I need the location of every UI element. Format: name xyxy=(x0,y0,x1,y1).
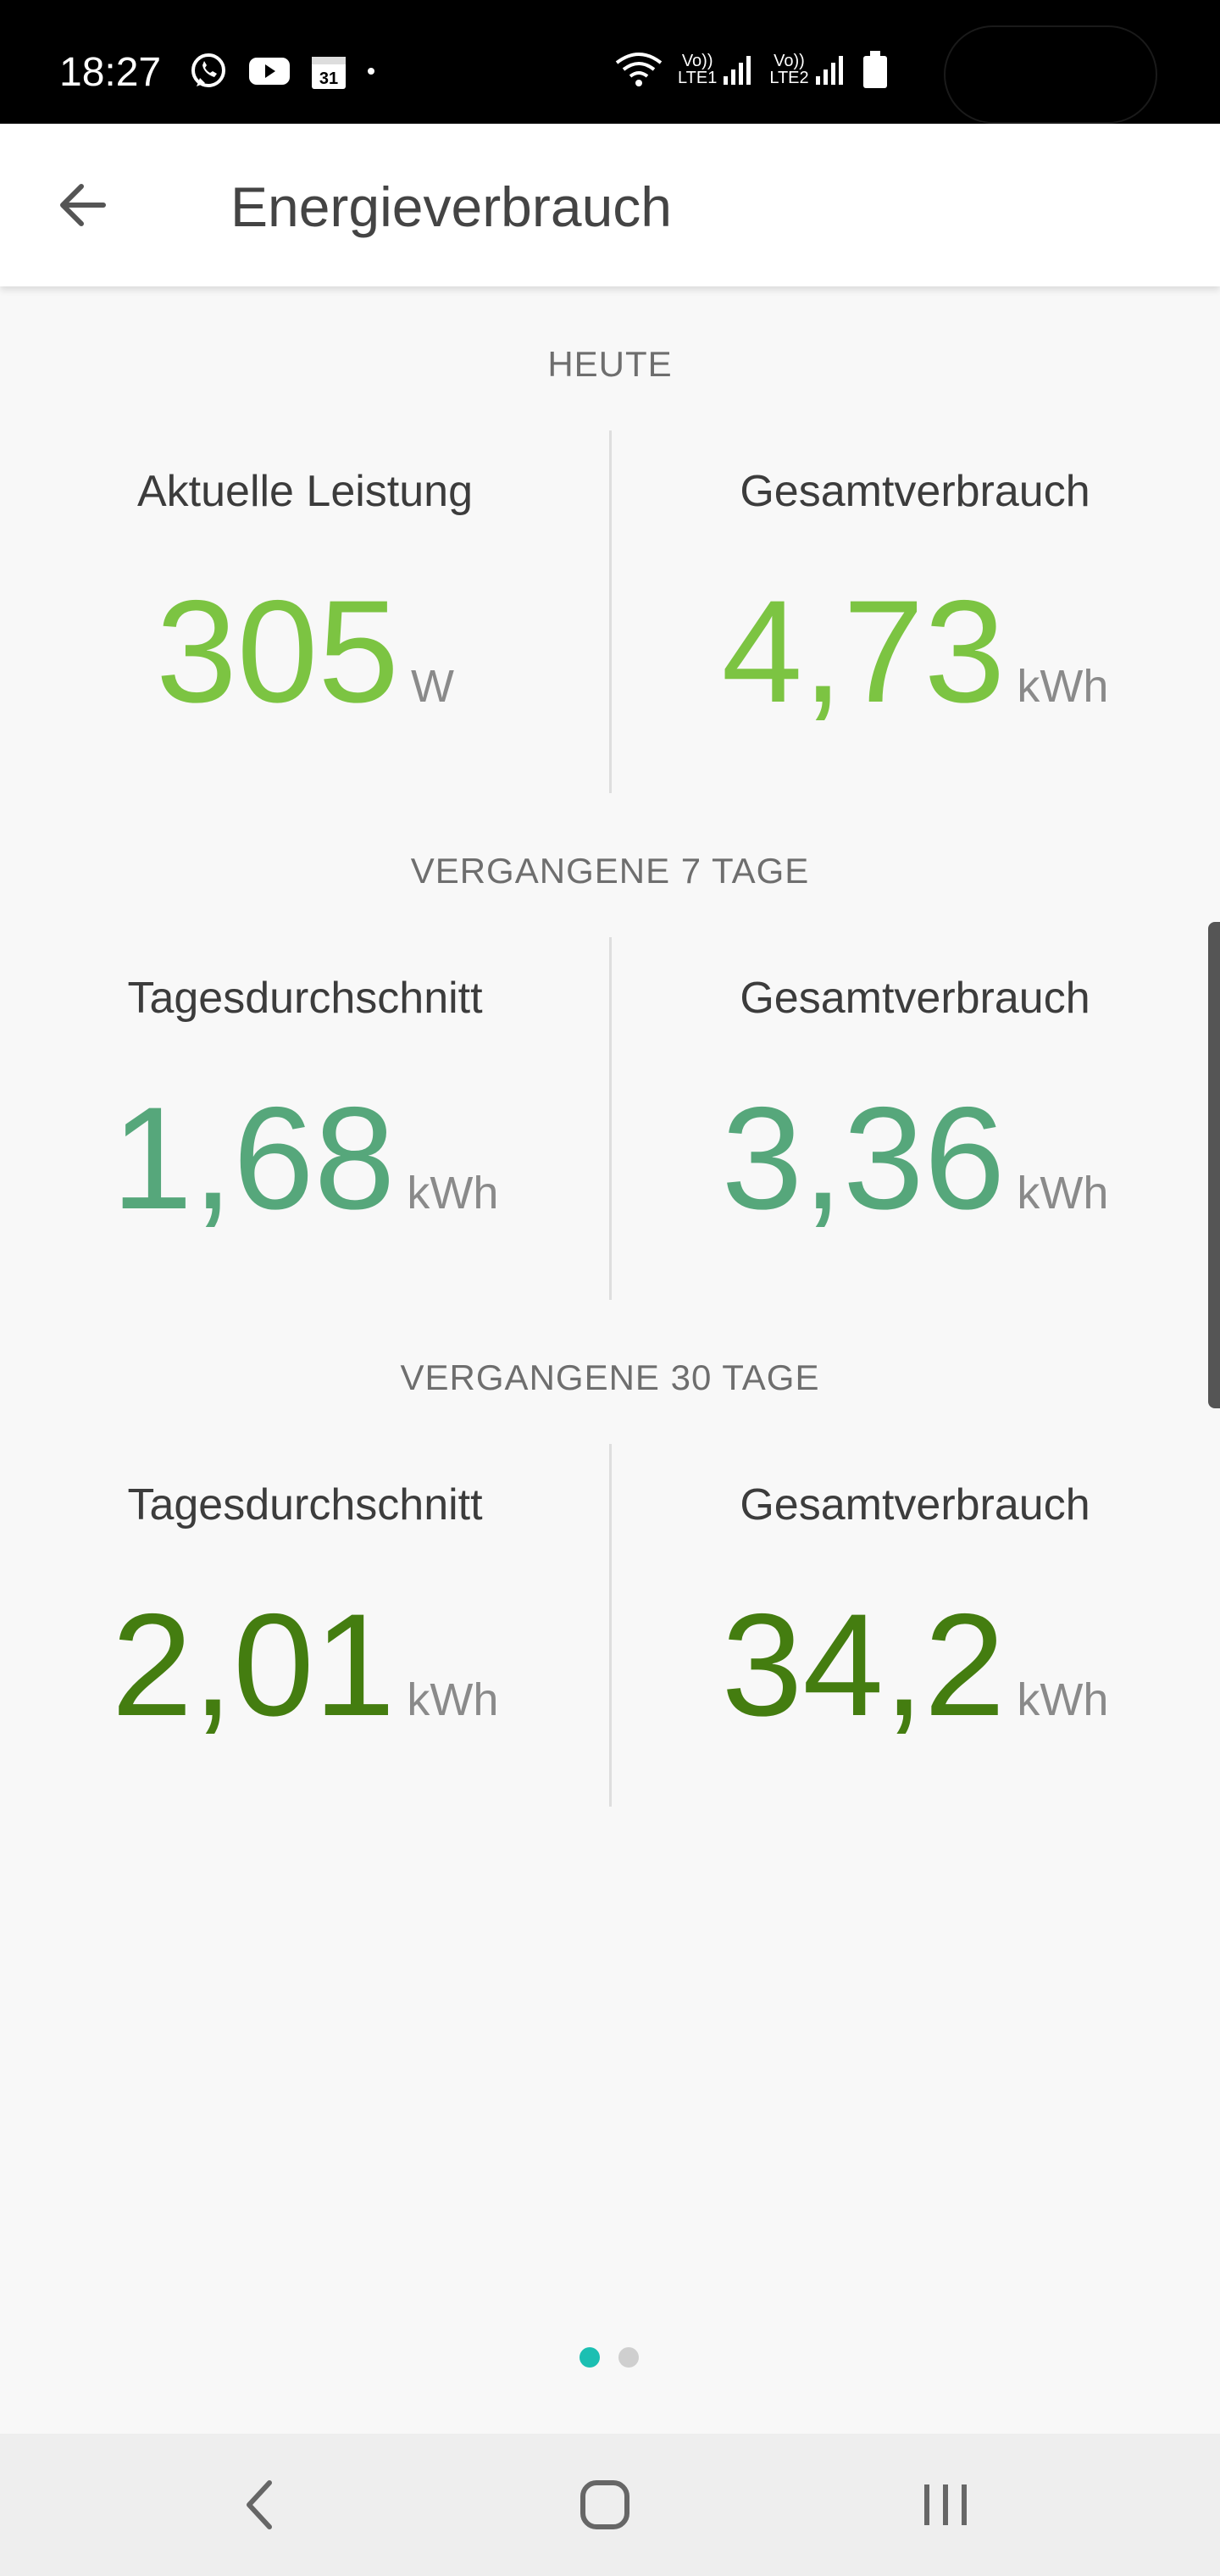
value-unit: kWh xyxy=(1017,1168,1109,1219)
stat-title-current-power: Aktuelle Leistung xyxy=(136,467,474,516)
stat-value-current-power: 305 W xyxy=(34,568,576,736)
home-icon[interactable] xyxy=(571,2471,639,2539)
value-unit: kWh xyxy=(1017,1674,1109,1725)
stat-value-total-7: 3,36 kWh xyxy=(644,1074,1186,1242)
calendar-icon: 31 xyxy=(312,57,346,89)
lte1-label: LTE1 xyxy=(678,69,718,87)
value-unit: W xyxy=(411,661,454,712)
battery-icon xyxy=(862,51,887,88)
stat-title-total-30: Gesamtverbrauch xyxy=(740,1480,1090,1530)
page-dot-2[interactable] xyxy=(618,2347,639,2368)
section-label-7-days: VERGANGENE 7 TAGE xyxy=(410,851,810,891)
value-unit: kWh xyxy=(1017,661,1109,712)
stat-title-daily-avg-7: Tagesdurchschnitt xyxy=(127,974,483,1023)
section-divider xyxy=(609,430,612,793)
volte-label-1: Vo)) xyxy=(681,52,713,70)
back-icon[interactable] xyxy=(229,2471,297,2539)
wifi-icon xyxy=(615,53,663,86)
app-bar: Energieverbrauch xyxy=(0,124,1220,286)
status-time: 18:27 xyxy=(59,50,162,95)
lte2-label: LTE2 xyxy=(769,69,809,87)
stat-value-daily-avg-7: 1,68 kWh xyxy=(34,1074,576,1242)
value-number: 3,36 xyxy=(721,1077,1006,1240)
page-dot-1[interactable] xyxy=(580,2347,600,2368)
stat-value-total-today: 4,73 kWh xyxy=(644,568,1186,736)
stat-title-total-today: Gesamtverbrauch xyxy=(740,467,1090,516)
signal-lte1-icon: Vo)) LTE1 xyxy=(678,53,756,86)
calendar-day: 31 xyxy=(319,69,338,88)
value-number: 4,73 xyxy=(721,570,1006,733)
section-label-30-days: VERGANGENE 30 TAGE xyxy=(400,1357,820,1397)
notification-dot xyxy=(368,68,374,75)
section-divider xyxy=(609,1444,612,1807)
status-icons-left: 31 xyxy=(188,51,376,92)
page-indicator xyxy=(580,2347,639,2368)
section-divider xyxy=(609,937,612,1300)
stat-title-daily-avg-30: Tagesdurchschnitt xyxy=(127,1480,483,1530)
status-bar: 18:27 31 Vo)) LTE1 xyxy=(0,0,1220,124)
signal-lte2-icon: Vo)) LTE2 xyxy=(769,53,847,86)
recent-apps-icon[interactable] xyxy=(912,2471,979,2539)
section-label-today: HEUTE xyxy=(547,344,673,384)
arrow-left-icon[interactable] xyxy=(53,175,114,236)
value-unit: kWh xyxy=(407,1168,499,1219)
value-number: 34,2 xyxy=(721,1584,1006,1746)
page-title: Energieverbrauch xyxy=(230,175,672,238)
status-icons-right: Vo)) LTE1 Vo)) LTE2 xyxy=(613,49,889,90)
whatsapp-icon xyxy=(191,53,225,87)
value-number: 1,68 xyxy=(111,1077,396,1240)
value-number: 305 xyxy=(156,570,399,733)
system-nav-bar xyxy=(0,2434,1220,2576)
camera-cutout xyxy=(944,25,1157,124)
stat-title-total-7: Gesamtverbrauch xyxy=(740,974,1090,1023)
volte-label-2: Vo)) xyxy=(774,52,805,70)
value-number: 2,01 xyxy=(111,1584,396,1746)
stat-value-total-30: 34,2 kWh xyxy=(644,1581,1186,1749)
value-unit: kWh xyxy=(407,1674,499,1725)
stat-value-daily-avg-30: 2,01 kWh xyxy=(34,1581,576,1749)
youtube-icon xyxy=(249,58,290,85)
edge-panel-handle[interactable] xyxy=(1208,922,1220,1408)
